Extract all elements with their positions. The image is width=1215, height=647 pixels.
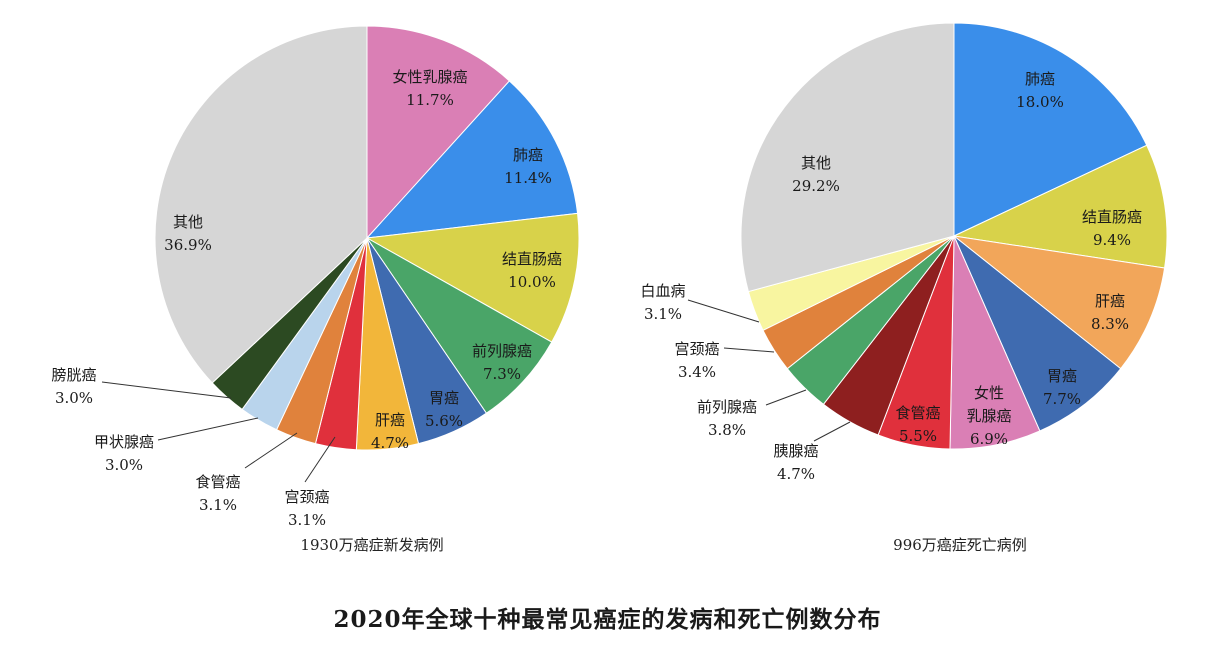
incidence-slice-label: 胃癌 5.6% xyxy=(425,389,463,430)
incidence-slice-label: 前列腺癌 7.3% xyxy=(472,342,532,383)
mortality-slice-label: 前列腺癌 3.8% xyxy=(697,398,757,439)
mortality-slice-label: 女性乳腺癌 6.9% xyxy=(966,384,1011,448)
mortality-slice-label: 食管癌 5.5% xyxy=(895,404,940,445)
mortality-slice-label: 胰腺癌 4.7% xyxy=(773,442,818,483)
mortality-slice-label: 其他 29.2% xyxy=(792,154,840,195)
incidence-slice-label: 女性乳腺癌 11.7% xyxy=(392,68,467,109)
incidence-pie-slice xyxy=(365,212,580,343)
incidence-slice-label: 食管癌 3.1% xyxy=(195,473,240,514)
incidence-leader-line xyxy=(304,436,336,483)
mortality-pie-slice xyxy=(953,22,1148,237)
mortality-slice-label: 白血病 3.1% xyxy=(640,282,685,323)
incidence-pie-slice xyxy=(154,25,368,384)
incidence-slice-label: 肺癌 11.4% xyxy=(504,146,552,187)
mortality-pie-slice xyxy=(953,235,1122,432)
mortality-leader-line xyxy=(723,347,775,353)
incidence-pie-caption: 1930万癌症新发病例 xyxy=(300,536,443,554)
incidence-slice-label: 其他 36.9% xyxy=(164,213,212,254)
mortality-slice-label: 肝癌 8.3% xyxy=(1091,292,1129,333)
mortality-pie-chart: 肺癌 18.0% 结直肠癌 9.4% 肝癌 8.3% 胃癌 7.7% 女性乳腺癌 6.9% 食管癌 5… xyxy=(640,22,1168,483)
incidence-leader-line xyxy=(157,417,259,441)
mortality-pie-slice xyxy=(740,22,955,293)
incidence-pie-slice xyxy=(366,25,511,240)
incidence-pie-chart: 女性乳腺癌 11.7% 肺癌 11.4% 结直肠癌 10.0% 前列腺癌 7.3%胃癌 5.6%… xyxy=(51,25,580,529)
mortality-pie-slice xyxy=(952,144,1168,269)
incidence-pie-slice xyxy=(366,237,553,414)
mortality-leader-line xyxy=(813,421,851,442)
incidence-slice-label: 膀胱癌 3.0% xyxy=(51,366,96,407)
incidence-leader-line xyxy=(101,381,232,399)
incidence-slice-label: 结直肠癌 10.0% xyxy=(502,250,562,291)
mortality-leader-line xyxy=(765,389,807,406)
incidence-slice-label: 肝癌 4.7% xyxy=(371,411,409,452)
incidence-slice-label: 宫颈癌 3.1% xyxy=(284,488,329,529)
mortality-pie-caption: 996万癌症死亡病例 xyxy=(893,536,1027,554)
mortality-pie-slice xyxy=(952,235,1166,370)
mortality-slice-label: 肺癌 18.0% xyxy=(1016,70,1064,111)
figure-title: 2020年全球十种最常见癌症的发病和死亡例数分布 xyxy=(333,606,882,633)
incidence-leader-line xyxy=(244,432,298,469)
incidence-pie-slice xyxy=(365,80,579,239)
mortality-slice-label: 胃癌 7.7% xyxy=(1043,367,1081,408)
incidence-slice-label: 甲状腺癌 3.0% xyxy=(94,433,154,474)
mortality-leader-line xyxy=(687,299,760,323)
mortality-slice-label: 结直肠癌 9.4% xyxy=(1082,208,1142,249)
mortality-slice-label: 宫颈癌 3.4% xyxy=(674,340,719,381)
